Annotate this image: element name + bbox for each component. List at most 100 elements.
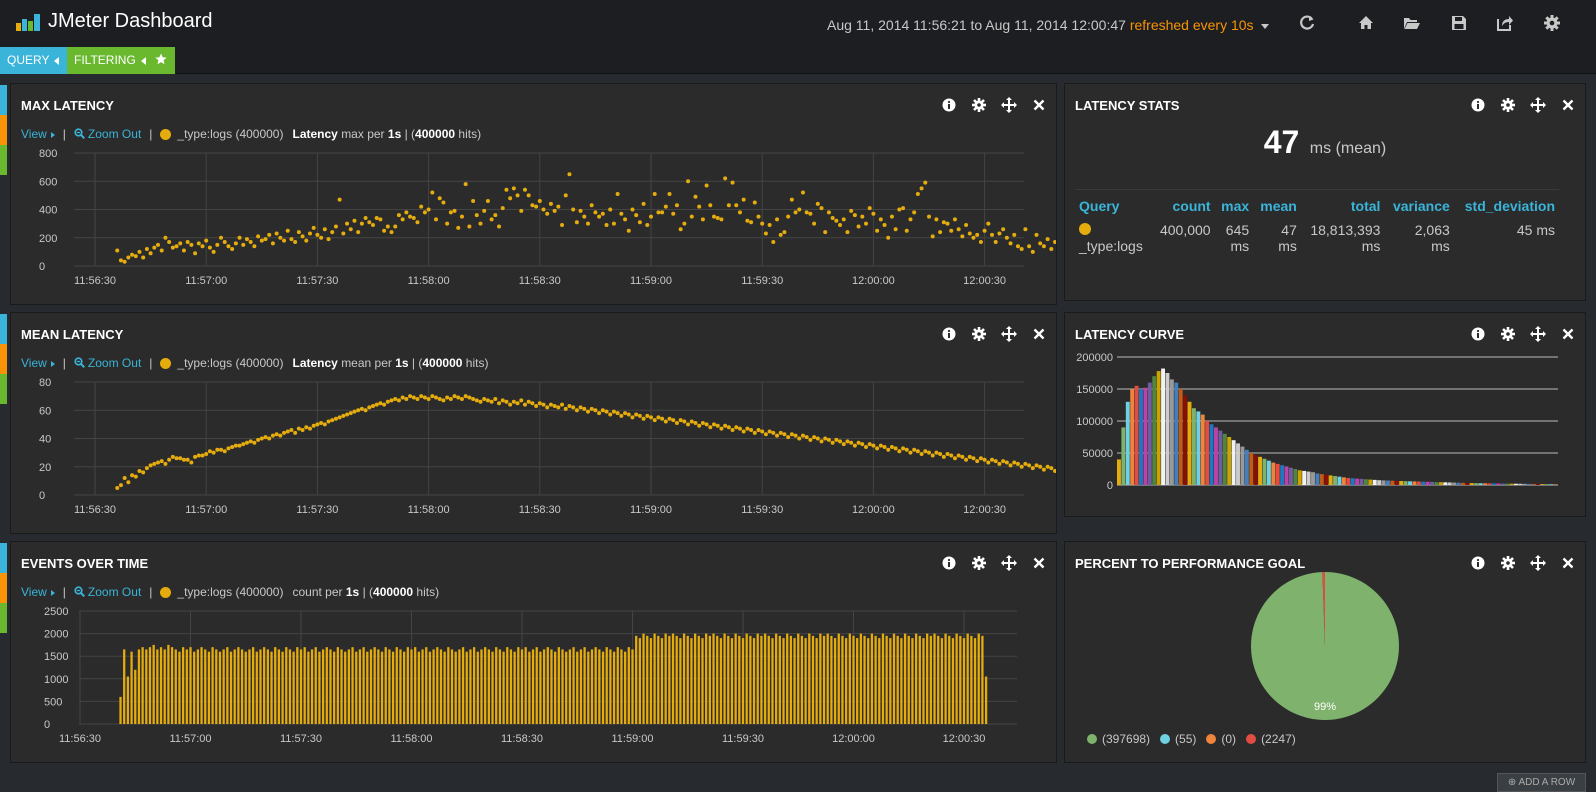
data-point <box>474 213 479 218</box>
header-std-deviation[interactable]: std_deviation <box>1464 198 1555 214</box>
bar <box>874 635 877 724</box>
brand[interactable]: JMeter Dashboard <box>16 10 213 33</box>
move-icon[interactable] <box>1529 555 1547 571</box>
save-icon[interactable] <box>1450 14 1468 32</box>
close-icon[interactable] <box>1030 555 1048 571</box>
gear-icon[interactable] <box>1543 14 1561 32</box>
series-color-dot[interactable] <box>160 128 172 140</box>
bar <box>1394 480 1399 485</box>
move-icon[interactable] <box>1529 97 1547 113</box>
data-point <box>560 223 565 228</box>
filtering-pill[interactable]: FILTERING <box>67 47 175 74</box>
data-point <box>567 172 572 177</box>
info-icon[interactable] <box>1469 555 1487 571</box>
gear-icon[interactable] <box>970 97 988 113</box>
data-point <box>830 215 835 220</box>
header-count[interactable]: count <box>1172 198 1211 214</box>
gear-icon[interactable] <box>970 326 988 342</box>
home-icon[interactable] <box>1357 14 1375 32</box>
close-icon[interactable] <box>1559 326 1577 342</box>
query-pill[interactable]: QUERY <box>0 47 67 74</box>
data-point <box>485 199 490 204</box>
data-point <box>333 224 338 229</box>
data-point <box>589 406 594 411</box>
bar <box>583 647 586 724</box>
bar <box>907 635 910 724</box>
close-icon[interactable] <box>1559 555 1577 571</box>
view-menu[interactable]: View <box>21 356 55 370</box>
info-icon[interactable] <box>1469 97 1487 113</box>
info-icon[interactable] <box>940 326 958 342</box>
series-color-dot[interactable] <box>160 357 172 369</box>
x-tick-label: 11:57:30 <box>280 733 322 745</box>
header-total[interactable]: total <box>1350 198 1381 214</box>
gear-icon[interactable] <box>1499 97 1517 113</box>
x-tick-label: 12:00:30 <box>943 733 986 745</box>
star-icon[interactable] <box>155 53 167 65</box>
header-max[interactable]: max <box>1221 198 1250 214</box>
view-menu[interactable]: View <box>21 127 55 141</box>
data-point <box>341 231 346 236</box>
bar <box>933 633 936 724</box>
max-latency-chart[interactable]: 0 200 400 600 800 11:56:30 11:57:00 11:57:30 11:… <box>11 144 1056 294</box>
refresh-icon[interactable] <box>1298 14 1316 32</box>
bar <box>738 635 741 724</box>
data-point <box>185 239 190 244</box>
data-point <box>815 201 820 206</box>
data-point <box>611 221 616 226</box>
move-icon[interactable] <box>1000 326 1018 342</box>
move-icon[interactable] <box>1000 555 1018 571</box>
info-icon[interactable] <box>940 97 958 113</box>
bar <box>1165 373 1170 485</box>
data-point <box>408 394 413 399</box>
data-point <box>574 408 579 413</box>
legend-item[interactable]: (2247) <box>1246 732 1296 746</box>
legend-item[interactable]: (0) <box>1206 732 1236 746</box>
zoom-out-link[interactable]: Zoom Out <box>74 585 141 599</box>
gear-icon[interactable] <box>1499 555 1517 571</box>
move-icon[interactable] <box>1529 326 1547 342</box>
bar <box>951 638 955 724</box>
add-row-button[interactable]: ⊕ ADD A ROW <box>1497 773 1586 792</box>
bar <box>1346 477 1351 485</box>
x-tick-label: 11:59:00 <box>630 504 672 516</box>
move-icon[interactable] <box>1000 97 1018 113</box>
legend-item[interactable]: (397698) <box>1087 732 1150 746</box>
header-variance[interactable]: variance <box>1392 198 1450 214</box>
bar <box>137 649 141 724</box>
performance-goal-pie[interactable]: 99% <box>1065 572 1585 727</box>
y-tick-label: 0 <box>1107 480 1113 492</box>
close-icon[interactable] <box>1030 97 1048 113</box>
stats-header-row: Query count max mean total variance std_… <box>1075 190 1559 219</box>
events-over-time-chart[interactable]: 0 500 1000 1500 2000 2500 11:56:30 11:57:00 11:5… <box>11 602 1056 752</box>
close-icon[interactable] <box>1559 97 1577 113</box>
data-point <box>193 454 198 459</box>
data-point <box>1030 466 1035 471</box>
view-menu[interactable]: View <box>21 585 55 599</box>
data-point <box>545 405 550 410</box>
data-point <box>663 419 668 424</box>
header-mean[interactable]: mean <box>1260 198 1297 214</box>
legend-item[interactable]: (55) <box>1160 732 1196 746</box>
data-point <box>404 396 409 401</box>
bar <box>852 635 855 724</box>
data-point <box>608 207 613 212</box>
data-point <box>897 207 902 212</box>
series-color-dot[interactable] <box>160 586 172 598</box>
latency-curve-chart[interactable]: 0 50000 100000 150000 200000 <box>1065 349 1585 499</box>
header-query[interactable]: Query <box>1079 198 1120 214</box>
bar <box>200 647 203 724</box>
info-icon[interactable] <box>1469 326 1487 342</box>
folder-open-icon[interactable] <box>1403 14 1421 32</box>
zoom-out-link[interactable]: Zoom Out <box>74 127 141 141</box>
gear-icon[interactable] <box>1499 326 1517 342</box>
mean-latency-chart[interactable]: 0 20 40 60 80 11:56:30 11:57:00 11:57:30 11:58:0… <box>11 373 1056 523</box>
data-point <box>219 447 224 452</box>
close-icon[interactable] <box>1030 326 1048 342</box>
time-range-picker[interactable]: Aug 11, 2014 11:56:21 to Aug 11, 2014 12… <box>827 17 1270 33</box>
data-point <box>674 420 679 425</box>
gear-icon[interactable] <box>970 555 988 571</box>
info-icon[interactable] <box>940 555 958 571</box>
share-icon[interactable] <box>1496 14 1514 32</box>
zoom-out-link[interactable]: Zoom Out <box>74 356 141 370</box>
